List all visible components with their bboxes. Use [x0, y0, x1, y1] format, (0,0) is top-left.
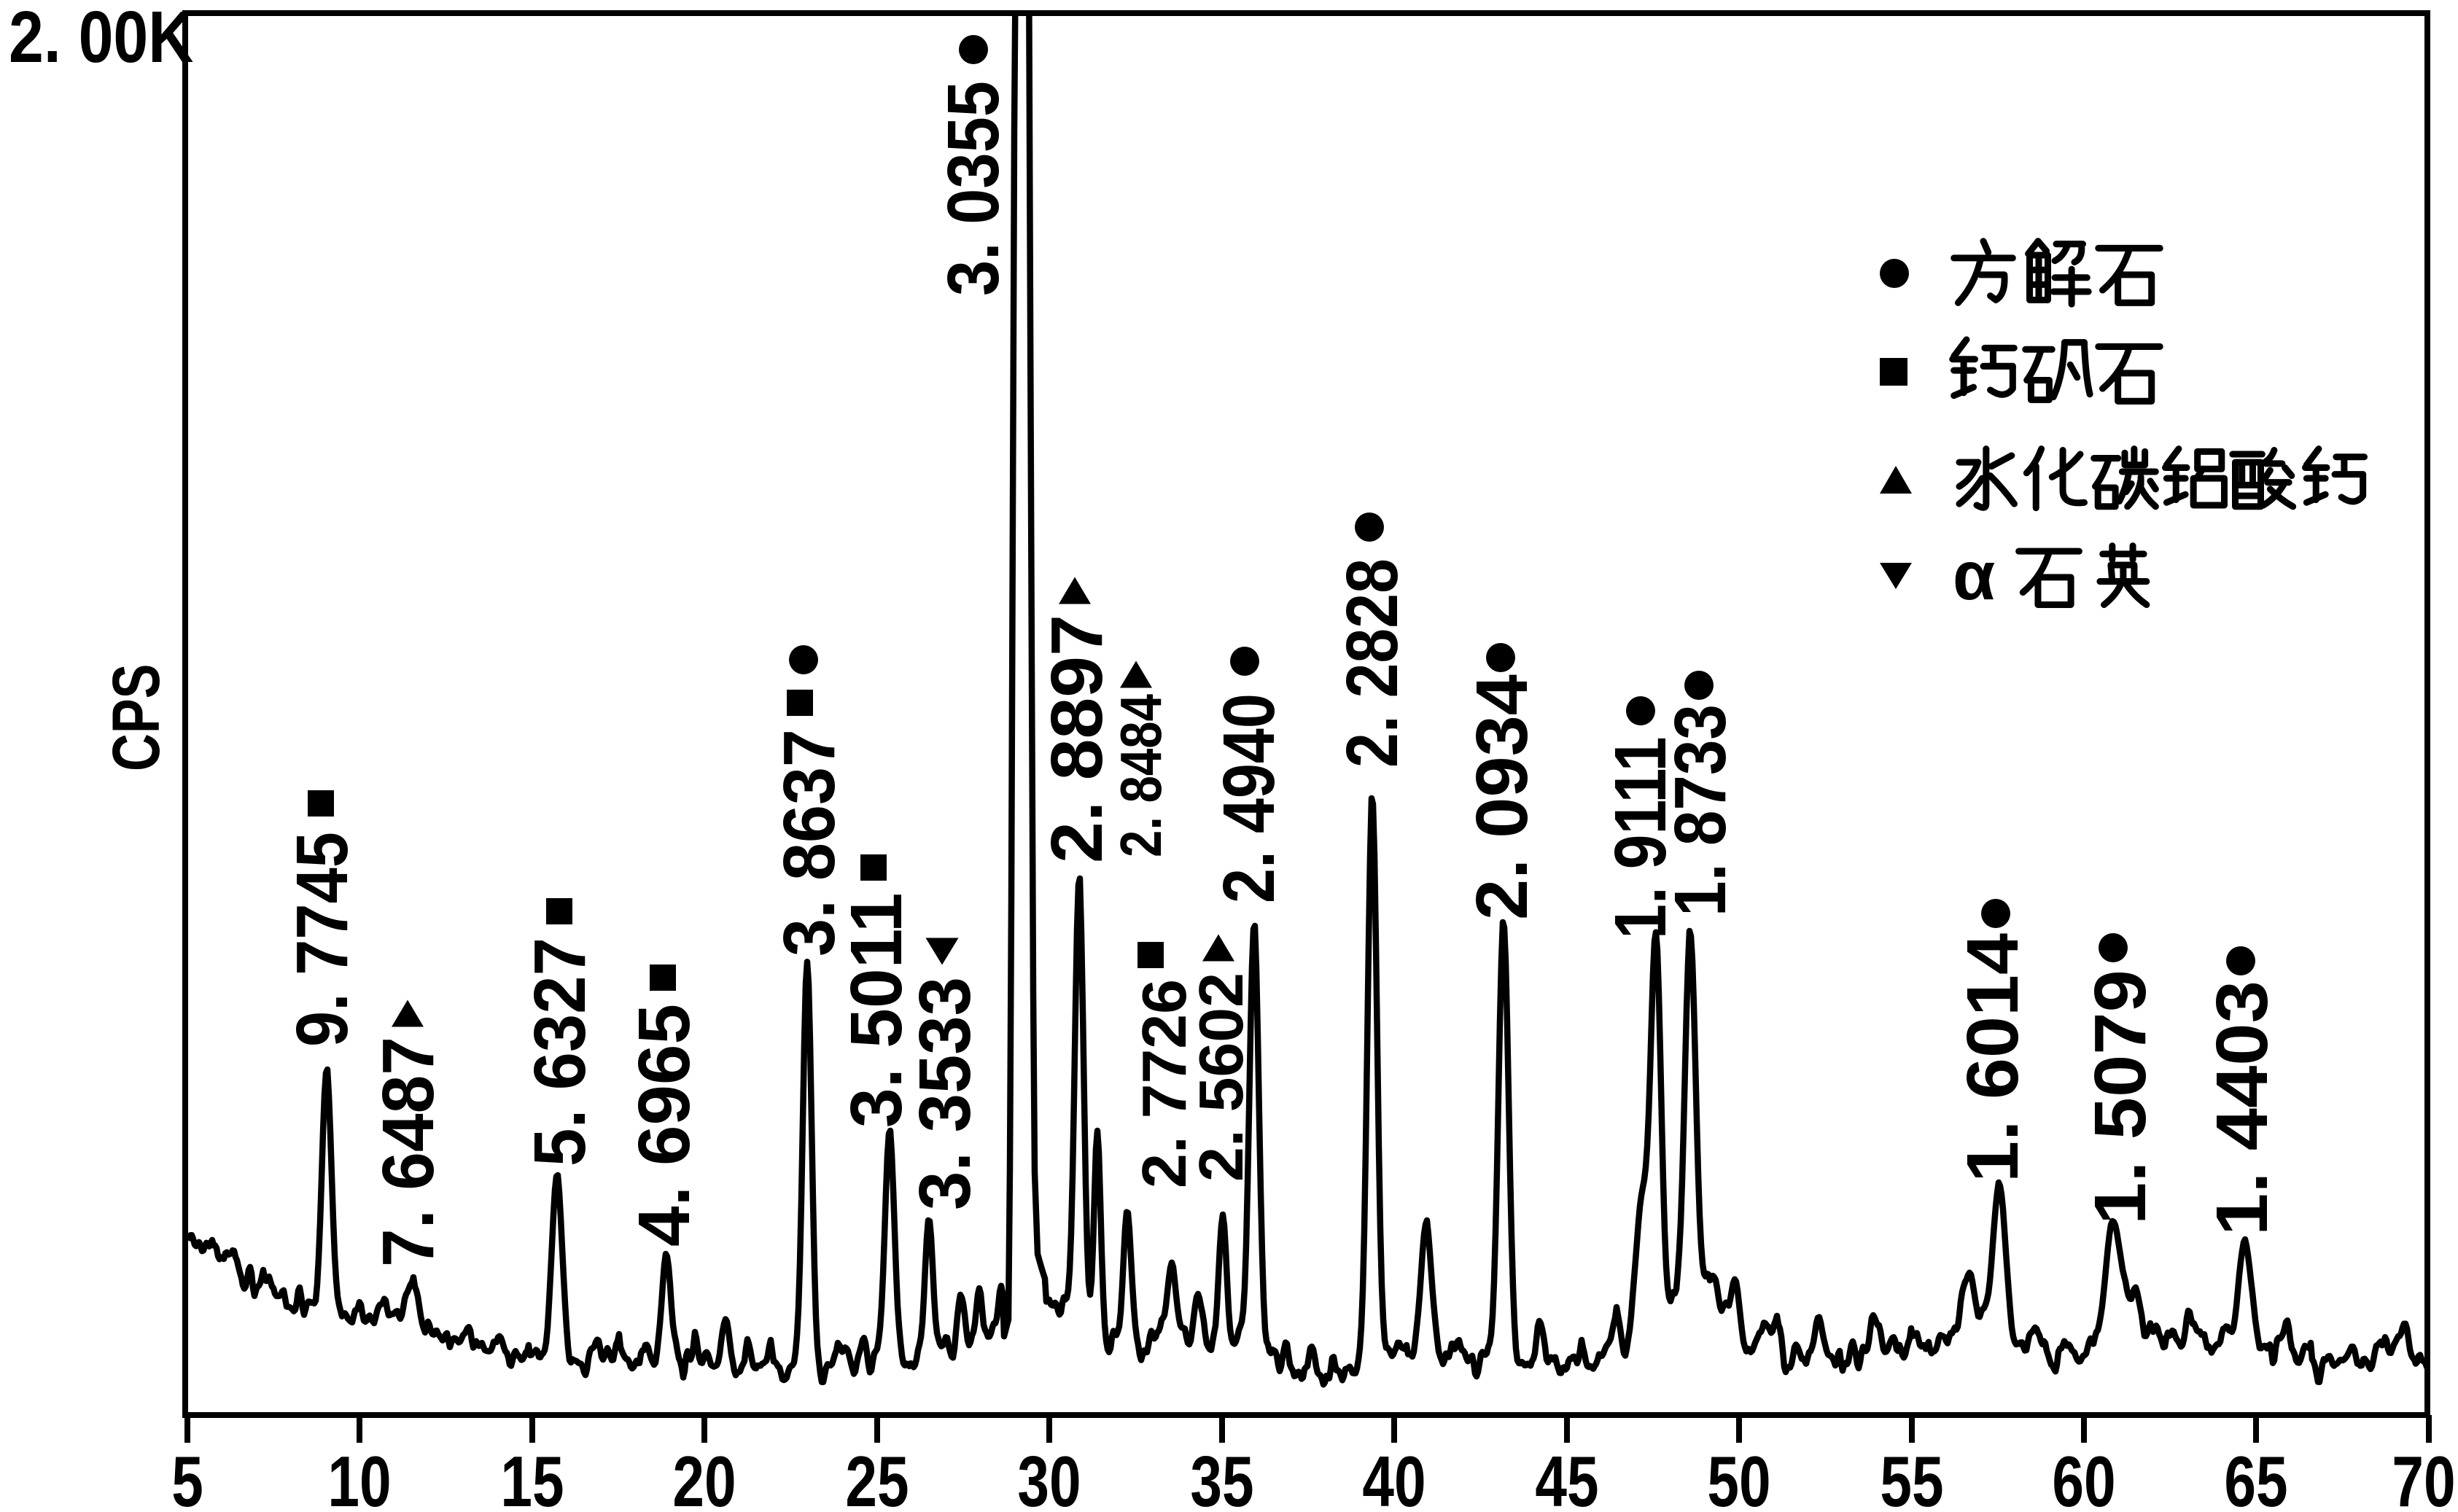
svg-text:55: 55 [1880, 1442, 1943, 1512]
svg-text:CPS: CPS [98, 663, 174, 771]
svg-text:4. 6965: 4. 6965 [624, 1004, 705, 1247]
svg-text:25: 25 [845, 1442, 909, 1512]
svg-text:2. 5602: 2. 5602 [1187, 973, 1256, 1182]
svg-text:1. 6014: 1. 6014 [1952, 933, 2034, 1182]
svg-text:3. 3533: 3. 3533 [903, 977, 985, 1210]
svg-text:1. 5079: 1. 5079 [2079, 970, 2161, 1225]
svg-text:2. 8484: 2. 8484 [1108, 694, 1173, 857]
svg-text:1. 8733: 1. 8733 [1659, 704, 1741, 916]
svg-text:35: 35 [1190, 1442, 1253, 1512]
svg-text:2. 4940: 2. 4940 [1207, 693, 1289, 903]
svg-text:2. 0934: 2. 0934 [1461, 674, 1542, 920]
svg-text:9. 7745: 9. 7745 [281, 832, 362, 1047]
svg-text:5: 5 [171, 1442, 203, 1512]
svg-text:2. 2828: 2. 2828 [1331, 558, 1413, 768]
svg-text:3. 0355: 3. 0355 [933, 81, 1014, 296]
svg-text:3. 5011: 3. 5011 [836, 892, 917, 1128]
svg-text:15: 15 [500, 1442, 564, 1512]
svg-text:70: 70 [2392, 1442, 2455, 1512]
svg-text:50: 50 [1707, 1442, 1770, 1512]
svg-text:65: 65 [2224, 1442, 2287, 1512]
svg-text:2. 7726: 2. 7726 [1130, 979, 1199, 1188]
svg-text:3. 8637: 3. 8637 [768, 729, 850, 956]
svg-text:10: 10 [327, 1442, 391, 1512]
svg-text:60: 60 [2052, 1442, 2115, 1512]
svg-text:1. 9111: 1. 9111 [1600, 737, 1681, 939]
svg-text:40: 40 [1362, 1442, 1426, 1512]
svg-text:30: 30 [1017, 1442, 1081, 1512]
svg-text:20: 20 [672, 1442, 736, 1512]
svg-text:7. 6487: 7. 6487 [367, 1037, 449, 1267]
svg-text:1. 4403: 1. 4403 [2201, 981, 2282, 1236]
svg-text:α: α [1953, 537, 1995, 615]
svg-text:2. 8897: 2. 8897 [1036, 615, 1118, 863]
svg-text:2. 00K: 2. 00K [9, 0, 193, 77]
svg-text:45: 45 [1535, 1442, 1598, 1512]
svg-text:5. 6327: 5. 6327 [518, 938, 600, 1166]
